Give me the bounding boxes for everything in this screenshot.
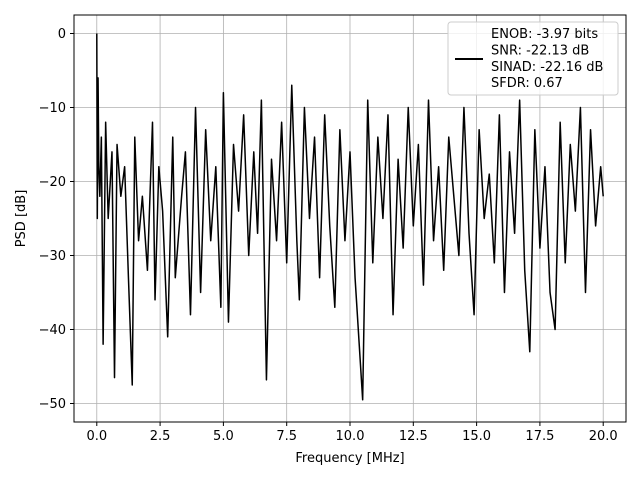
y-tick-label: −50 [39,397,66,412]
legend-sfdr: SFDR: 0.67 [491,76,563,91]
x-tick-label: 2.5 [150,429,171,444]
x-axis-ticks: 0.0 2.5 5.0 7.5 10.0 12.5 15.0 17.5 20.0 [86,422,618,444]
x-tick-label: 5.0 [213,429,234,444]
legend-snr: SNR: -22.13 dB [491,43,589,58]
y-tick-label: −10 [39,101,66,116]
legend-box [447,21,619,96]
legend: ENOB: -3.97 bits SNR: -22.13 dB SINAD: -… [447,21,619,96]
psd-series-line [96,33,604,401]
y-axis-label: PSD [dB] [14,190,29,248]
plot-area [96,33,604,401]
y-axis-ticks: 0 −10 −20 −30 −40 −50 [39,27,74,412]
x-tick-label: 15.0 [462,429,491,444]
legend-enob: ENOB: -3.97 bits [491,27,598,42]
x-tick-label: 12.5 [399,429,428,444]
x-tick-label: 17.5 [525,429,554,444]
y-tick-label: −20 [39,175,66,190]
y-tick-label: 0 [58,27,66,42]
x-tick-label: 10.0 [336,429,365,444]
y-tick-label: −30 [39,249,66,264]
x-tick-label: 20.0 [589,429,618,444]
x-tick-label: 7.5 [276,429,297,444]
legend-sinad: SINAD: -22.16 dB [491,60,603,75]
x-axis-label: Frequency [MHz] [295,451,404,466]
y-tick-label: −40 [39,323,66,338]
x-tick-label: 0.0 [86,429,107,444]
